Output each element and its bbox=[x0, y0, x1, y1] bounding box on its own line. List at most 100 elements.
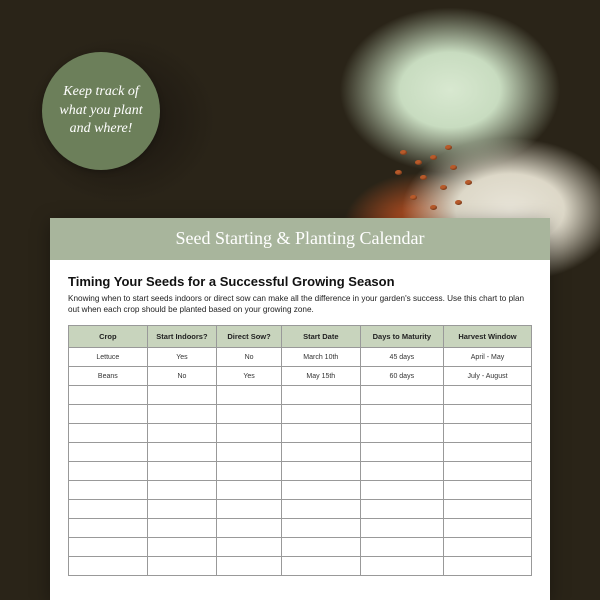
table-cell bbox=[360, 500, 443, 519]
sheet-description: Knowing when to start seeds indoors or d… bbox=[68, 293, 532, 315]
table-row: LettuceYesNoMarch 10th45 daysApril - May bbox=[69, 348, 532, 367]
table-cell bbox=[147, 386, 216, 405]
table-cell: May 15th bbox=[281, 367, 360, 386]
table-cell bbox=[443, 481, 531, 500]
table-cell bbox=[147, 538, 216, 557]
table-cell: April - May bbox=[443, 348, 531, 367]
table-cell bbox=[360, 405, 443, 424]
callout-badge: Keep track of what you plant and where! bbox=[42, 52, 160, 170]
table-cell bbox=[147, 405, 216, 424]
col-harvest-window: Harvest Window bbox=[443, 326, 531, 348]
table-cell: Beans bbox=[69, 367, 148, 386]
table-cell bbox=[360, 538, 443, 557]
table-cell: 45 days bbox=[360, 348, 443, 367]
seed-decoration bbox=[455, 200, 462, 205]
sheet-title: Seed Starting & Planting Calendar bbox=[50, 218, 550, 260]
table-row bbox=[69, 424, 532, 443]
table-cell bbox=[69, 424, 148, 443]
table-cell bbox=[147, 519, 216, 538]
seed-decoration bbox=[465, 180, 472, 185]
sheet-body: Timing Your Seeds for a Successful Growi… bbox=[50, 260, 550, 576]
seed-decoration bbox=[430, 155, 437, 160]
table-cell bbox=[147, 462, 216, 481]
table-cell bbox=[360, 386, 443, 405]
table-cell bbox=[360, 424, 443, 443]
table-cell bbox=[217, 462, 282, 481]
table-cell bbox=[217, 557, 282, 576]
table-cell bbox=[443, 405, 531, 424]
table-cell bbox=[69, 481, 148, 500]
table-cell bbox=[69, 500, 148, 519]
table-cell: 60 days bbox=[360, 367, 443, 386]
seed-decoration bbox=[445, 145, 452, 150]
table-cell bbox=[443, 386, 531, 405]
seed-decoration bbox=[430, 205, 437, 210]
table-cell bbox=[443, 538, 531, 557]
table-row bbox=[69, 519, 532, 538]
col-start-indoors: Start Indoors? bbox=[147, 326, 216, 348]
table-cell bbox=[217, 386, 282, 405]
table-cell bbox=[147, 500, 216, 519]
table-cell bbox=[281, 519, 360, 538]
table-cell bbox=[443, 443, 531, 462]
table-cell bbox=[69, 443, 148, 462]
seed-decoration bbox=[420, 175, 427, 180]
table-cell bbox=[69, 538, 148, 557]
table-cell bbox=[69, 462, 148, 481]
seed-decoration bbox=[440, 185, 447, 190]
table-cell bbox=[281, 405, 360, 424]
calendar-sheet: Seed Starting & Planting Calendar Timing… bbox=[50, 218, 550, 600]
table-cell: Yes bbox=[147, 348, 216, 367]
table-cell bbox=[217, 443, 282, 462]
table-cell bbox=[217, 519, 282, 538]
col-crop: Crop bbox=[69, 326, 148, 348]
col-direct-sow: Direct Sow? bbox=[217, 326, 282, 348]
table-cell bbox=[281, 557, 360, 576]
table-cell bbox=[360, 519, 443, 538]
table-cell bbox=[281, 500, 360, 519]
table-cell bbox=[217, 481, 282, 500]
table-cell bbox=[281, 386, 360, 405]
table-cell: Lettuce bbox=[69, 348, 148, 367]
table-row bbox=[69, 538, 532, 557]
seed-decoration bbox=[450, 165, 457, 170]
table-cell bbox=[217, 424, 282, 443]
table-cell bbox=[69, 557, 148, 576]
table-row bbox=[69, 405, 532, 424]
col-start-date: Start Date bbox=[281, 326, 360, 348]
table-cell bbox=[281, 462, 360, 481]
table-row bbox=[69, 462, 532, 481]
table-cell: Yes bbox=[217, 367, 282, 386]
table-row bbox=[69, 500, 532, 519]
table-cell bbox=[443, 500, 531, 519]
table-cell: No bbox=[217, 348, 282, 367]
table-cell bbox=[360, 481, 443, 500]
table-cell bbox=[147, 424, 216, 443]
seed-decoration bbox=[400, 150, 407, 155]
table-cell bbox=[443, 462, 531, 481]
table-cell bbox=[147, 557, 216, 576]
table-cell: July - August bbox=[443, 367, 531, 386]
table-cell bbox=[147, 443, 216, 462]
badge-text: Keep track of what you plant and where! bbox=[56, 83, 146, 140]
table-cell bbox=[443, 424, 531, 443]
table-cell bbox=[281, 538, 360, 557]
table-cell bbox=[360, 443, 443, 462]
seed-decoration bbox=[410, 195, 417, 200]
table-cell bbox=[217, 405, 282, 424]
table-cell bbox=[147, 481, 216, 500]
seed-decoration bbox=[395, 170, 402, 175]
table-cell: No bbox=[147, 367, 216, 386]
table-row bbox=[69, 557, 532, 576]
col-days-maturity: Days to Maturity bbox=[360, 326, 443, 348]
seed-decoration bbox=[415, 160, 422, 165]
table-row bbox=[69, 481, 532, 500]
table-cell bbox=[217, 538, 282, 557]
planting-table: Crop Start Indoors? Direct Sow? Start Da… bbox=[68, 325, 532, 576]
table-cell bbox=[281, 443, 360, 462]
table-cell bbox=[281, 481, 360, 500]
table-cell bbox=[360, 462, 443, 481]
table-row bbox=[69, 443, 532, 462]
table-row bbox=[69, 386, 532, 405]
table-cell bbox=[281, 424, 360, 443]
